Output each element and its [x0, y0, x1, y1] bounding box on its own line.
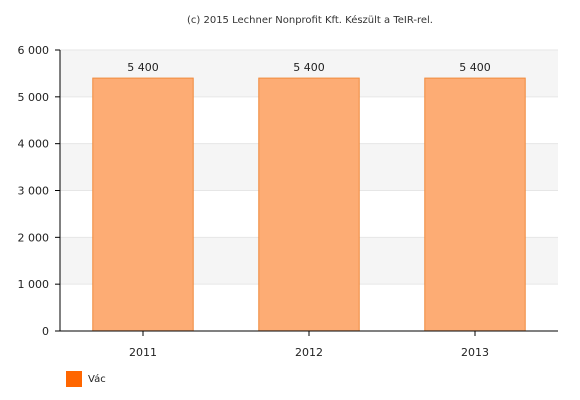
y-tick-label: 6 000 — [18, 44, 50, 57]
data-label-2012: 5 400 — [293, 61, 325, 74]
x-axis-ticks: 2011 2012 2013 — [129, 331, 489, 359]
bar-2012 — [258, 77, 360, 332]
y-tick-label: 0 — [42, 325, 49, 338]
legend-swatch — [66, 371, 82, 387]
legend-label: Vác — [88, 373, 106, 385]
data-label-2011: 5 400 — [127, 61, 159, 74]
y-axis-ticks: 0 1 000 2 000 3 000 4 000 5 000 6 000 — [18, 44, 60, 338]
data-label-2013: 5 400 — [459, 61, 491, 74]
y-tick-label: 3 000 — [18, 185, 50, 198]
bar-2011 — [92, 77, 194, 332]
chart-credit: (c) 2015 Lechner Nonprofit Kft. Készült … — [187, 14, 433, 26]
bars — [92, 77, 526, 332]
data-labels: 5 400 5 400 5 400 — [127, 61, 491, 74]
legend: Vác — [66, 371, 106, 387]
bar-2013 — [424, 77, 526, 332]
y-tick-label: 4 000 — [18, 138, 50, 151]
y-tick-label: 2 000 — [18, 231, 50, 244]
y-tick-label: 1 000 — [18, 278, 50, 291]
x-tick-label-2011: 2011 — [129, 346, 157, 359]
y-tick-label: 5 000 — [18, 91, 50, 104]
x-tick-label-2012: 2012 — [295, 346, 323, 359]
x-tick-label-2013: 2013 — [461, 346, 489, 359]
